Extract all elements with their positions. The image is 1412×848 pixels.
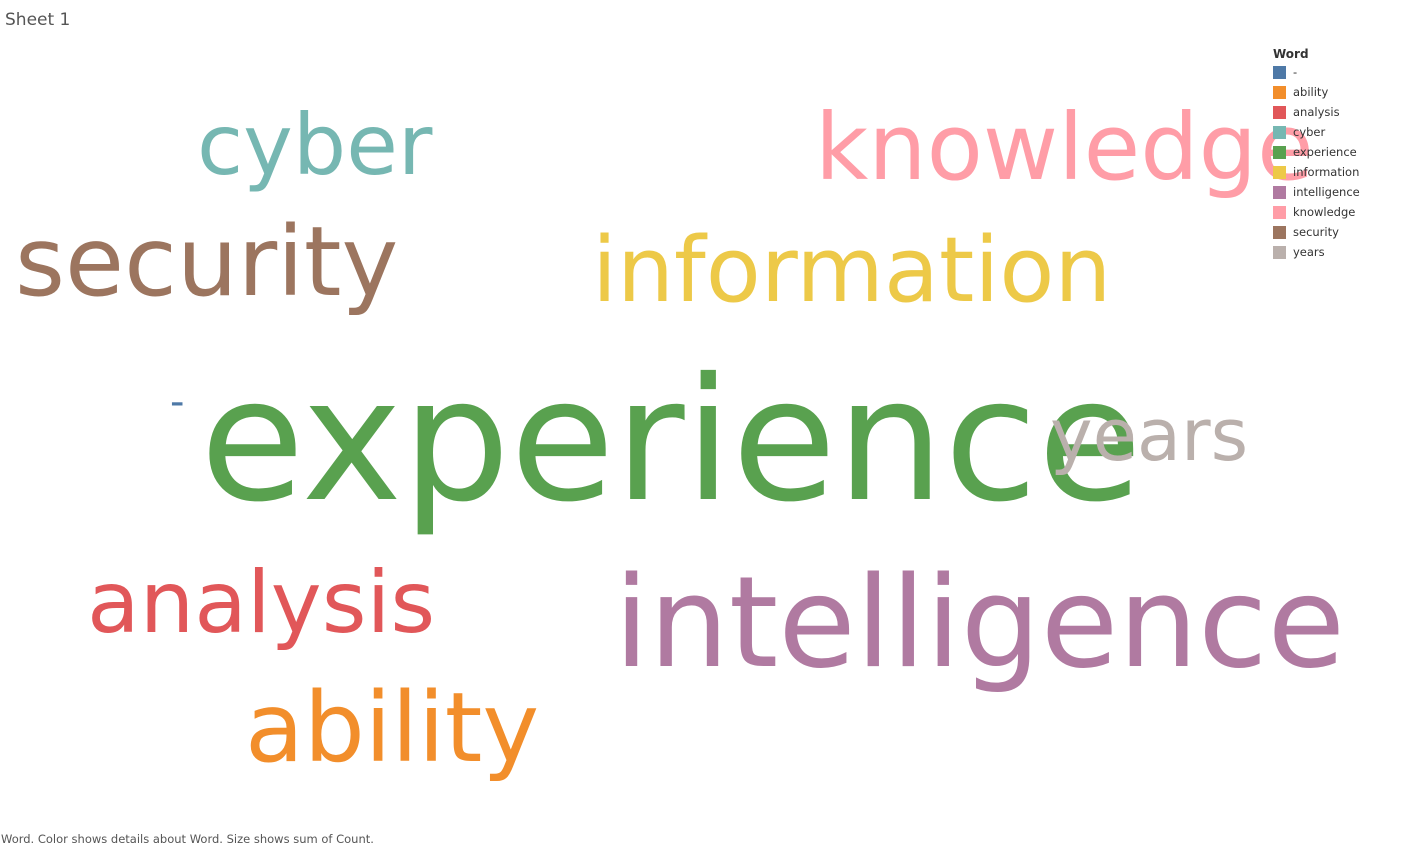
legend-label: experience (1293, 145, 1357, 159)
sheet-title: Sheet 1 (5, 10, 71, 30)
legend-item[interactable]: analysis (1273, 102, 1360, 122)
word-cloud-word: cyber (197, 96, 433, 194)
legend-swatch (1273, 245, 1286, 259)
legend-item[interactable]: intelligence (1273, 182, 1360, 202)
legend-item[interactable]: knowledge (1273, 202, 1360, 222)
legend-item[interactable]: years (1273, 242, 1360, 262)
legend-swatch (1273, 145, 1286, 159)
word-cloud-word: - (170, 379, 185, 425)
color-legend: Word - ability analysis cyber experience info… (1273, 46, 1360, 262)
word-cloud-word: information (592, 218, 1112, 323)
word-cloud-word: security (15, 206, 399, 318)
legend-label: - (1293, 65, 1298, 79)
word-cloud-word: years (1050, 393, 1249, 477)
legend-label: analysis (1293, 105, 1340, 119)
legend-label: cyber (1293, 125, 1326, 139)
word-cloud-word: experience (200, 342, 1143, 540)
legend-label: years (1293, 245, 1325, 259)
legend-item[interactable]: security (1273, 222, 1360, 242)
legend-swatch (1273, 85, 1286, 99)
legend-items: - ability analysis cyber experience informati… (1273, 62, 1360, 262)
legend-item[interactable]: information (1273, 162, 1360, 182)
legend-swatch (1273, 125, 1286, 139)
legend-label: information (1293, 165, 1360, 179)
legend-swatch (1273, 65, 1286, 79)
legend-swatch (1273, 225, 1286, 239)
legend-item[interactable]: - (1273, 62, 1360, 82)
word-cloud-word: analysis (87, 553, 436, 653)
legend-item[interactable]: cyber (1273, 122, 1360, 142)
legend-swatch (1273, 105, 1286, 119)
legend-title: Word (1273, 47, 1309, 61)
chart-caption: Word. Color shows details about Word. Si… (1, 832, 374, 846)
word-cloud-word: ability (245, 672, 540, 784)
legend-label: ability (1293, 85, 1329, 99)
legend-label: security (1293, 225, 1339, 239)
legend-swatch (1273, 185, 1286, 199)
legend-label: intelligence (1293, 185, 1360, 199)
legend-swatch (1273, 165, 1286, 179)
legend-item[interactable]: ability (1273, 82, 1360, 102)
word-cloud-word: intelligence (614, 549, 1345, 696)
legend-item[interactable]: experience (1273, 142, 1360, 162)
word-cloud-word: knowledge (815, 94, 1314, 201)
legend-label: knowledge (1293, 205, 1356, 219)
legend-swatch (1273, 205, 1286, 219)
